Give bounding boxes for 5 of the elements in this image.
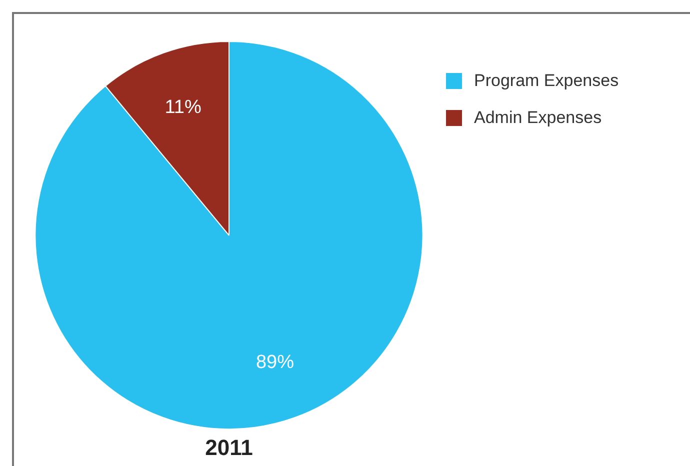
legend-label: Program Expenses — [474, 70, 619, 90]
text: 2011 — [205, 434, 253, 460]
legend-label: Admin Expenses — [474, 108, 602, 128]
data-label: 89% — [256, 352, 294, 374]
data-label: 11% — [164, 96, 202, 118]
